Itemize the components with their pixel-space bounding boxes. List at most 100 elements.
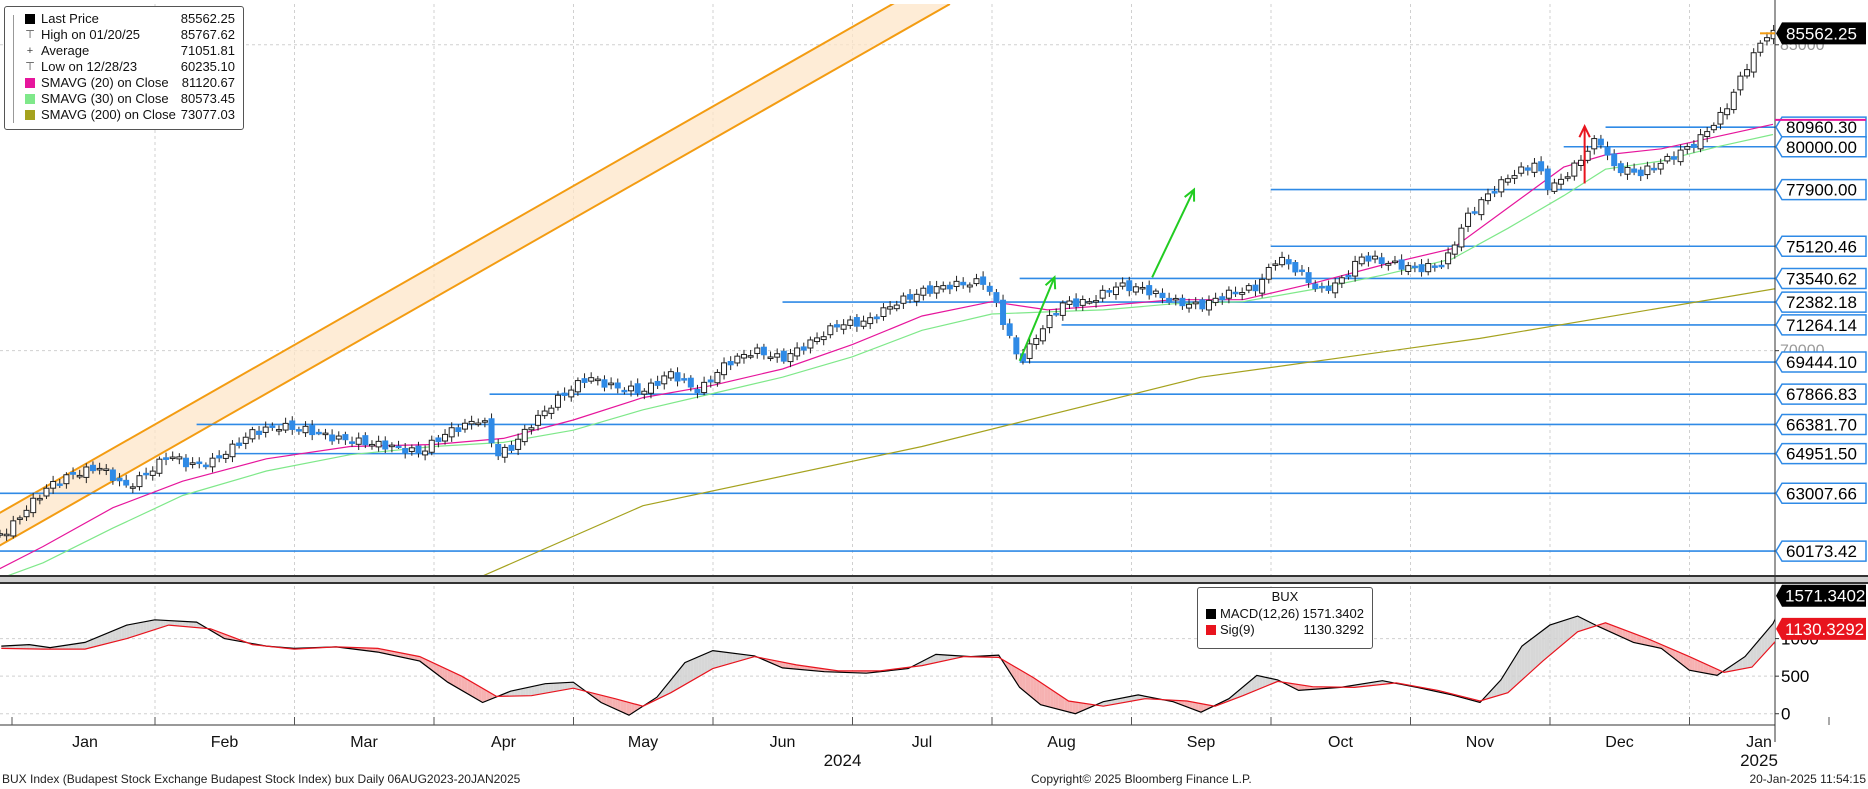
macd-shade [626,701,630,716]
macd-shade [168,620,172,626]
macd-shade [567,682,571,690]
level-label-text: 66381.70 [1786,415,1857,434]
macd-series-line [1,622,1775,707]
candle-body [1624,166,1631,175]
candle-body [329,434,336,442]
macd-shade [609,697,613,708]
candle-body [375,440,382,448]
candle-body [302,425,309,434]
macd-shade [539,684,543,695]
legend-value: 81120.67 [181,75,235,90]
candle-body [1146,285,1153,296]
macd-shade [146,620,150,633]
macd-shade [556,682,560,692]
candle-body [1033,338,1040,345]
macd-shade [444,668,448,683]
legend-item: SMAVG (20) on Close 81120.67 [5,75,243,91]
candle-body [740,353,747,359]
candle-body [933,286,940,294]
level-label-box [1775,291,1867,313]
candle-body [780,350,787,362]
candle-body [913,293,920,302]
candle-body [1172,297,1179,301]
macd-shade [1083,703,1087,711]
macd-shade [534,685,537,696]
candle-body [1757,42,1764,53]
candle-body [707,379,714,383]
legend-label: SMAVG (200) on Close [41,107,176,122]
macd-shade [107,631,111,644]
macd-shade [1184,700,1188,707]
macd-shade [165,620,169,626]
candle-body [1651,167,1658,171]
candle-body [628,385,635,392]
candle-body [1000,299,1007,325]
candle-body [1212,297,1219,303]
macd-shade [475,684,479,701]
candle-body [408,447,415,452]
macd-shade [732,653,736,664]
macd-shade [68,644,72,650]
macd-shade [1496,681,1500,696]
candle-body [289,420,296,430]
macd-shade [740,654,744,661]
legend-value: 85562.25 [180,11,235,26]
x-tick-label: Jan [72,734,98,751]
candle-body [900,295,907,304]
macd-shade [514,689,518,697]
macd-shade [1125,696,1129,703]
macd-legend-title: BUX [1271,589,1299,604]
candle-body [1564,176,1571,179]
macd-shade [930,655,934,664]
macd-shade [408,654,412,660]
macd-shade [531,686,535,696]
candle-body [634,383,641,394]
macd-shade [1530,637,1534,673]
macd-shade [124,625,127,640]
macd-shade [1546,625,1550,658]
level-label: 64951.50 [1775,442,1867,465]
macd-shade [1761,633,1765,657]
macd-shade [1106,700,1109,706]
level-label: 67866.83 [1775,383,1867,405]
candle-body [362,435,369,446]
candle-body [820,336,827,341]
macd-shade [701,654,705,676]
candle-body [647,382,654,394]
x-tick-label: May [628,734,658,751]
candle-body [1551,182,1558,192]
macd-shade [23,644,27,649]
macd-shade [1708,665,1712,675]
macd-shade [138,622,141,635]
candle-body [1159,292,1166,299]
macd-shade [553,683,557,692]
macd-shade [171,620,175,626]
level-label-box [1775,351,1867,373]
legend-label: Sig(9) [1220,622,1255,637]
candle-body [1717,111,1724,125]
macd-shade [6,645,10,649]
candle-body [1425,263,1432,273]
x-tick-label: Sep [1187,734,1216,751]
macd-shade [1714,667,1718,676]
candle-body [1411,265,1418,269]
candle-body [1724,108,1731,116]
macd-shade [447,669,451,684]
macd-shade [737,653,741,662]
macd-shade [709,650,713,671]
macd-shade [1521,644,1525,681]
footer-timestamp: 20-Jan-2025 11:54:15 [1749,772,1866,786]
candle-body [163,457,170,460]
candle-body [1498,179,1505,193]
macd-shade [472,682,476,699]
macd-shade [1081,702,1084,712]
macd-shade [1549,624,1553,656]
candle-body [176,456,183,460]
macd-shade [29,644,32,649]
macd-shade [76,643,80,650]
candle-body [1205,299,1212,311]
macd-shade [1739,658,1743,670]
macd-shade [461,676,465,692]
macd-shade [623,700,627,714]
